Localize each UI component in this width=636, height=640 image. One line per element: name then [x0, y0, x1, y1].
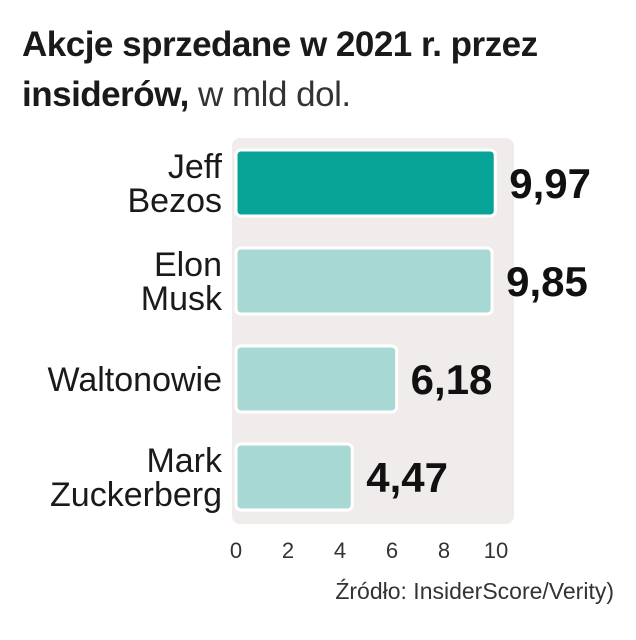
chart-title: Akcje sprzedane w 2021 r. przez insideró…: [22, 20, 622, 120]
x-tick-label-0: 0: [230, 538, 242, 563]
plot-background: [232, 138, 514, 524]
category-label-line: Zuckerberg: [50, 476, 222, 514]
category-label-line: Bezos: [128, 182, 223, 220]
title-line-2: insiderów,: [22, 75, 189, 114]
category-label-line: Elon: [154, 246, 222, 284]
category-label-line: Waltonowie: [48, 361, 222, 399]
value-label-0: 9,97: [509, 160, 591, 207]
x-tick-label-3: 6: [386, 538, 398, 563]
category-label-3: Mark Zuckerberg: [50, 442, 223, 514]
bar-3: [234, 442, 354, 512]
category-label-line: Jeff: [168, 148, 223, 186]
title-line-1: Akcje sprzedane w 2021 r. przez: [22, 25, 538, 64]
category-label-0: Jeff Bezos: [128, 148, 223, 220]
source-note: Źródło: InsiderScore/Verity): [335, 578, 614, 604]
x-tick-label-5: 10: [484, 538, 508, 563]
bar-0: [234, 148, 497, 218]
bar-2: [234, 344, 399, 414]
value-label-1: 9,85: [506, 258, 588, 305]
category-label-line: Musk: [141, 280, 223, 318]
x-tick-label-2: 4: [334, 538, 346, 563]
x-tick-label-1: 2: [282, 538, 294, 563]
category-label-line: Mark: [146, 442, 223, 480]
bar-1: [234, 246, 494, 316]
x-tick-label-4: 8: [438, 538, 450, 563]
category-label-2: Waltonowie: [48, 361, 222, 399]
value-label-3: 4,47: [366, 454, 448, 501]
category-label-1: Elon Musk: [141, 246, 223, 318]
value-label-2: 6,18: [411, 356, 493, 403]
title-unit: w mld dol.: [198, 75, 351, 114]
